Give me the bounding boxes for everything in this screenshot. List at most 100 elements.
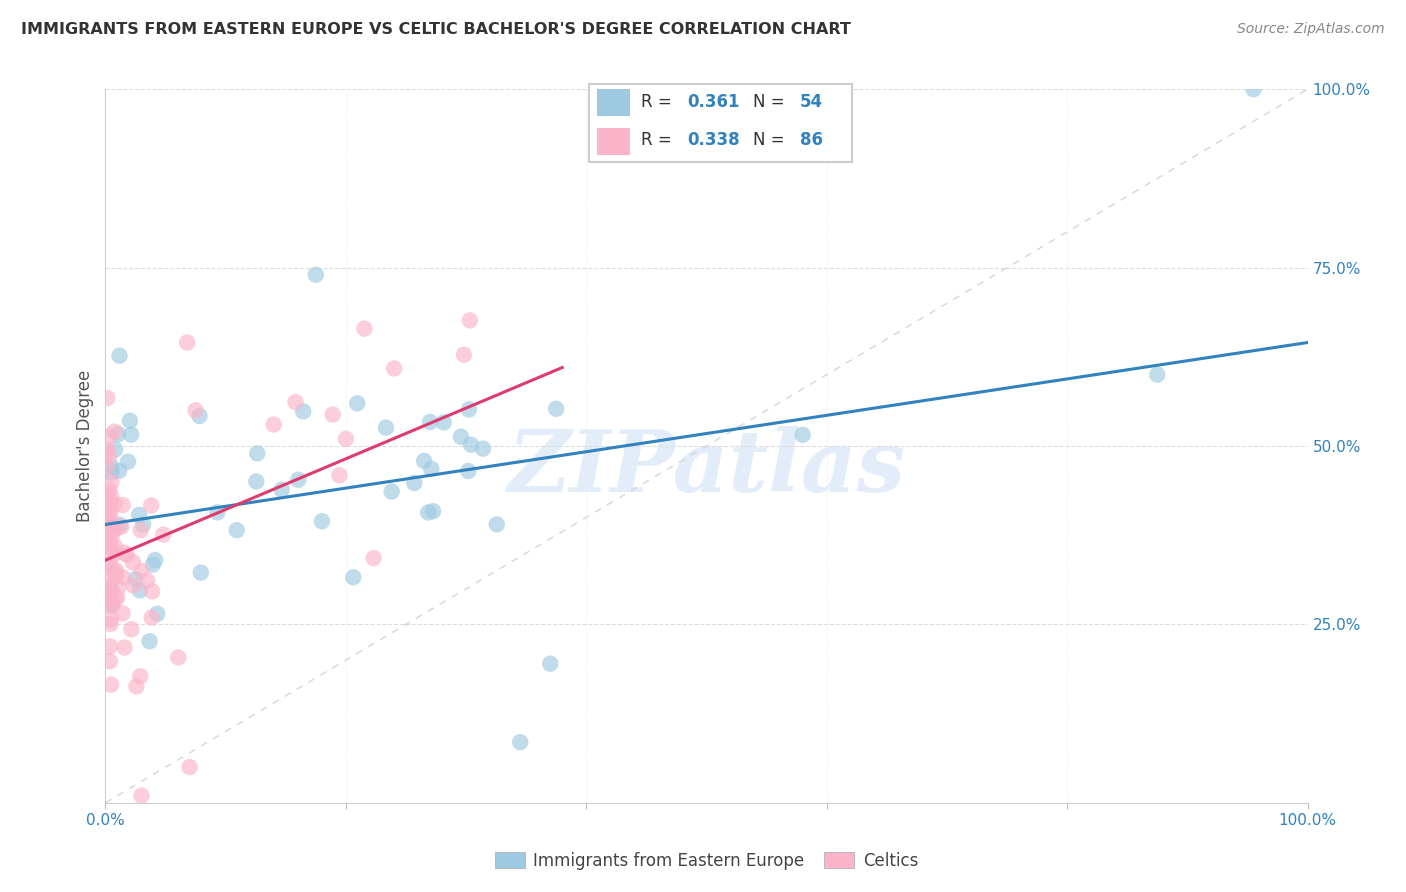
Point <box>176 335 198 350</box>
Point <box>122 578 145 592</box>
Legend: Immigrants from Eastern Europe, Celtics: Immigrants from Eastern Europe, Celtics <box>488 846 925 877</box>
Point <box>342 570 364 584</box>
Point <box>270 483 292 497</box>
Point <box>305 268 328 282</box>
Point <box>382 361 405 376</box>
Point <box>128 583 150 598</box>
Point <box>131 789 153 803</box>
Bar <box>598 128 630 155</box>
Point <box>136 574 159 588</box>
Point <box>107 580 129 594</box>
Text: N =: N = <box>754 93 790 111</box>
Point <box>381 484 404 499</box>
Point <box>100 617 122 632</box>
Point <box>225 523 247 537</box>
Text: R =: R = <box>641 131 678 150</box>
Point <box>114 546 136 560</box>
Point <box>97 512 120 526</box>
Point <box>311 514 333 528</box>
Point <box>105 564 128 578</box>
Text: 0.361: 0.361 <box>688 93 740 111</box>
Point <box>104 540 127 554</box>
Text: Source: ZipAtlas.com: Source: ZipAtlas.com <box>1237 22 1385 37</box>
Point <box>98 640 121 654</box>
Point <box>97 429 120 443</box>
Point <box>111 607 134 621</box>
FancyBboxPatch shape <box>589 84 852 161</box>
Point <box>104 442 127 457</box>
Point <box>98 591 121 606</box>
Point <box>100 583 122 598</box>
Point <box>118 414 141 428</box>
Point <box>97 531 120 545</box>
Point <box>96 445 118 459</box>
Point <box>179 760 201 774</box>
Point <box>207 505 229 519</box>
Text: IMMIGRANTS FROM EASTERN EUROPE VS CELTIC BACHELOR'S DEGREE CORRELATION CHART: IMMIGRANTS FROM EASTERN EUROPE VS CELTIC… <box>21 22 851 37</box>
Point <box>101 549 124 563</box>
Point <box>538 657 561 671</box>
Point <box>97 573 120 587</box>
Point <box>104 522 127 536</box>
Point <box>146 607 169 621</box>
Point <box>105 569 128 583</box>
Point <box>460 438 482 452</box>
Point <box>792 427 814 442</box>
Text: N =: N = <box>754 131 790 150</box>
Bar <box>598 89 630 116</box>
Point <box>103 543 125 558</box>
Point <box>167 650 190 665</box>
Point <box>100 466 122 480</box>
Point <box>322 408 344 422</box>
Point <box>104 593 127 607</box>
Point <box>485 517 508 532</box>
Text: R =: R = <box>641 93 678 111</box>
Point <box>97 450 120 464</box>
Point <box>245 475 267 489</box>
Point <box>96 513 118 527</box>
Point <box>263 417 285 432</box>
Point <box>141 584 163 599</box>
Point <box>103 522 125 536</box>
Point <box>100 530 122 544</box>
Point <box>353 321 375 335</box>
Point <box>97 523 120 537</box>
Point <box>422 504 444 518</box>
Point <box>375 420 398 434</box>
Point <box>115 548 138 562</box>
Point <box>458 402 481 417</box>
Point <box>104 425 127 439</box>
Point <box>100 475 122 490</box>
Point <box>98 527 121 541</box>
Point <box>284 395 307 409</box>
Point <box>471 442 494 456</box>
Point <box>96 558 118 572</box>
Point <box>100 613 122 627</box>
Point <box>100 489 122 503</box>
Point <box>335 432 357 446</box>
Point <box>100 525 122 540</box>
Point <box>120 427 142 442</box>
Point <box>453 348 475 362</box>
Point <box>105 591 128 605</box>
Point <box>122 555 145 569</box>
Point <box>346 396 368 410</box>
Point <box>97 582 120 597</box>
Point <box>328 468 350 483</box>
Point <box>546 401 568 416</box>
Point <box>420 462 443 476</box>
Point <box>141 499 163 513</box>
Point <box>141 610 163 624</box>
Point <box>419 415 441 429</box>
Point <box>100 459 122 474</box>
Point <box>131 564 153 578</box>
Point <box>433 415 456 429</box>
Point <box>98 483 121 497</box>
Text: 86: 86 <box>800 131 823 150</box>
Point <box>100 504 122 518</box>
Point <box>97 442 120 457</box>
Point <box>96 391 118 405</box>
Point <box>363 551 385 566</box>
Point <box>129 669 152 683</box>
Point <box>132 517 155 532</box>
